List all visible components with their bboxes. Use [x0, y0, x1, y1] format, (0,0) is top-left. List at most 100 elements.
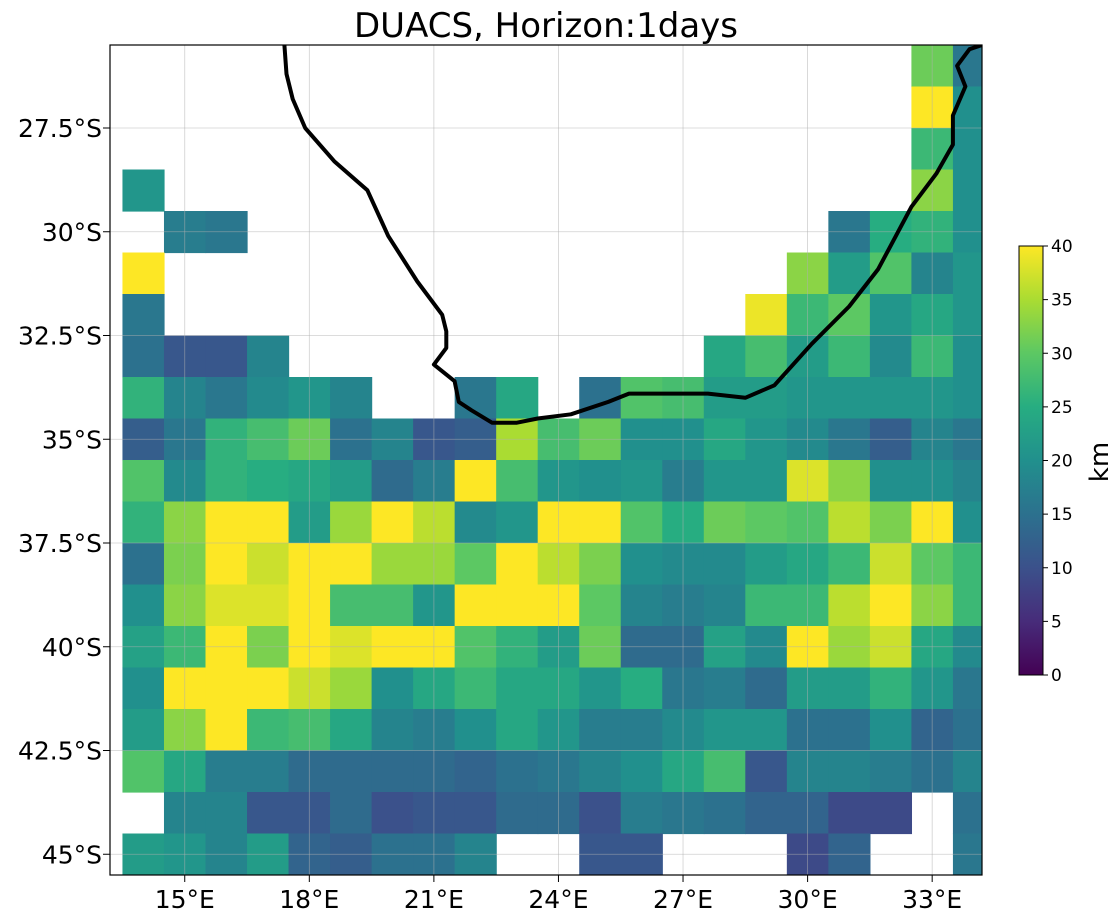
heatmap-cell — [205, 460, 248, 503]
heatmap-cell — [247, 460, 290, 503]
heatmap-cell — [454, 584, 497, 627]
heatmap-cell — [620, 460, 663, 503]
heatmap-cell — [869, 584, 913, 627]
heatmap-cell — [869, 377, 913, 420]
heatmap-cell — [952, 86, 982, 129]
heatmap-cell — [247, 584, 290, 627]
grid-lines — [110, 45, 982, 875]
colorbar-tick-label: 30 — [1051, 344, 1073, 364]
heatmap-cell — [745, 460, 788, 503]
heatmap-cell — [869, 501, 913, 544]
y-tick-label: 42.5°S — [18, 737, 102, 766]
heatmap-cell — [869, 543, 913, 586]
heatmap-cell — [454, 501, 497, 544]
heatmap-cell — [620, 667, 663, 710]
heatmap-cell — [247, 750, 290, 793]
y-tick-label: 35°S — [42, 425, 102, 454]
heatmap-cell — [122, 294, 165, 337]
heatmap-cell — [952, 792, 982, 835]
heatmap-cell — [454, 750, 497, 793]
heatmap-cell — [330, 501, 373, 544]
heatmap-cell — [371, 709, 414, 752]
colorbar-gradient — [1018, 245, 1044, 676]
heatmap-cell — [496, 709, 539, 752]
heatmap-cell — [952, 252, 982, 295]
heatmap-cell — [703, 335, 746, 378]
heatmap-cell — [205, 543, 248, 586]
heatmap-cell — [828, 377, 871, 420]
colorbar-tick-label: 5 — [1051, 612, 1062, 632]
x-axis: 15°E 18°E 21°E 24°E 27°E 30°E 33°E — [155, 875, 962, 914]
heatmap-cell — [496, 377, 539, 420]
heatmap-cell — [122, 460, 165, 503]
heatmap-cell — [371, 501, 414, 544]
heatmap-cell — [869, 294, 913, 337]
heatmap-cell — [496, 501, 539, 544]
colorbar-tick-label: 0 — [1051, 666, 1062, 686]
heatmap-cell — [828, 792, 871, 835]
x-tick-label: 24°E — [528, 885, 588, 914]
heatmap-cell — [247, 667, 290, 710]
heatmap-cell — [330, 543, 373, 586]
heatmap-cell — [579, 709, 622, 752]
heatmap-cell — [247, 377, 290, 420]
colorbar-tick-label: 40 — [1051, 237, 1073, 257]
colorbar: 0 5 10 15 20 25 30 35 40 km — [1018, 237, 1115, 686]
heatmap-cell — [579, 750, 622, 793]
heatmap-cell — [952, 501, 982, 544]
heatmap-cell — [496, 750, 539, 793]
heatmap-cell — [703, 543, 746, 586]
y-axis: 27.5°S 30°S 32.5°S 35°S 37.5°S 40°S 42.5°S 45°S — [18, 114, 110, 869]
x-tick-label: 33°E — [902, 885, 962, 914]
heatmap-cell — [703, 667, 746, 710]
heatmap-cell — [205, 667, 248, 710]
heatmap-cell — [454, 543, 497, 586]
heatmap-cell — [745, 377, 788, 420]
heatmap-cell — [620, 792, 663, 835]
colorbar-tick-label: 25 — [1051, 398, 1073, 418]
heatmap-cell — [205, 792, 248, 835]
colorbar-label: km — [1085, 442, 1115, 482]
heatmap-cell — [122, 750, 165, 793]
y-tick-label: 32.5°S — [18, 322, 102, 351]
y-tick-label: 27.5°S — [18, 114, 102, 143]
heatmap-cell — [828, 460, 871, 503]
heatmap-cell — [745, 750, 788, 793]
heatmap-cell — [330, 792, 373, 835]
heatmap-cell — [703, 709, 746, 752]
heatmap-cell — [828, 501, 871, 544]
heatmap-cell — [496, 543, 539, 586]
heatmap-cell — [496, 460, 539, 503]
heatmap-cell — [247, 543, 290, 586]
heatmap-cell — [122, 377, 165, 420]
y-tick-label: 45°S — [42, 840, 102, 869]
heatmap-cell — [745, 543, 788, 586]
heatmap-cell — [828, 584, 871, 627]
heatmap-cell — [952, 335, 982, 378]
heatmap-cell — [952, 294, 982, 337]
heatmap-cell — [869, 335, 913, 378]
x-tick-label: 30°E — [778, 885, 838, 914]
heatmap-cell — [454, 792, 497, 835]
heatmap-cell — [205, 501, 248, 544]
heatmap-cell — [496, 667, 539, 710]
heatmap-cell — [952, 460, 982, 503]
heatmap-cell — [952, 128, 982, 171]
colorbar-tick-label: 10 — [1051, 559, 1073, 579]
heatmap-cell — [205, 709, 248, 752]
heatmap-cell — [122, 335, 165, 378]
heatmap-cell — [828, 750, 871, 793]
heatmap-cell — [952, 377, 982, 420]
heatmap-cell — [703, 501, 746, 544]
heatmap-cell — [205, 750, 248, 793]
heatmap-cell — [122, 543, 165, 586]
heatmap-cell — [122, 169, 165, 212]
heatmap-cell — [579, 543, 622, 586]
heatmap-cell — [205, 335, 248, 378]
heatmap-cell — [454, 460, 497, 503]
heatmap-cell — [745, 667, 788, 710]
heatmap-cell — [828, 335, 871, 378]
heatmap-cell — [205, 584, 248, 627]
heatmap-cell — [247, 792, 290, 835]
heatmap-cell — [122, 584, 165, 627]
